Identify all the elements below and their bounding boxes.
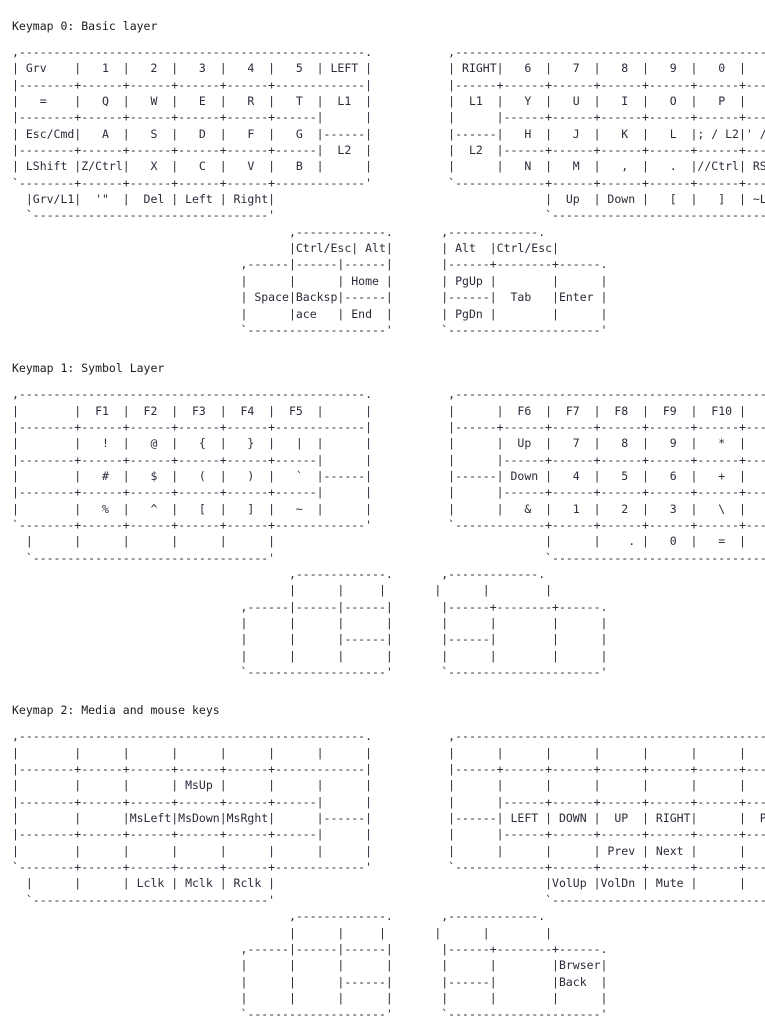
keymap-section-0: Keymap 0: Basic layer ,-----------------… <box>12 18 765 338</box>
spacer <box>12 338 765 360</box>
keymap-matrix-0: ,---------------------------------------… <box>12 45 765 223</box>
keymap-thumbcluster-0: ,-------------. ,-------------. |Ctrl/Es… <box>240 224 608 337</box>
keymap-section-2: Keymap 2: Media and mouse keys ,--------… <box>12 702 765 1022</box>
keymap-matrix-1: ,---------------------------------------… <box>12 387 765 565</box>
keymap-section-1: Keymap 1: Symbol Layer ,----------------… <box>12 360 765 680</box>
spacer <box>12 35 765 44</box>
keymap-title-0: Keymap 0: Basic layer <box>12 19 158 33</box>
keymap-title-1: Keymap 1: Symbol Layer <box>12 361 165 376</box>
keymap-matrix-2: ,---------------------------------------… <box>12 729 765 907</box>
keymap-thumbcluster-1: ,-------------. ,-------------. | | | | … <box>240 566 608 680</box>
spacer <box>12 719 765 728</box>
keymap-thumbcluster-2: ,-------------. ,-------------. | | | | … <box>240 909 608 1022</box>
keymap-title-2: Keymap 2: Media and mouse keys <box>12 703 220 718</box>
spacer <box>12 680 765 702</box>
spacer <box>12 377 765 386</box>
